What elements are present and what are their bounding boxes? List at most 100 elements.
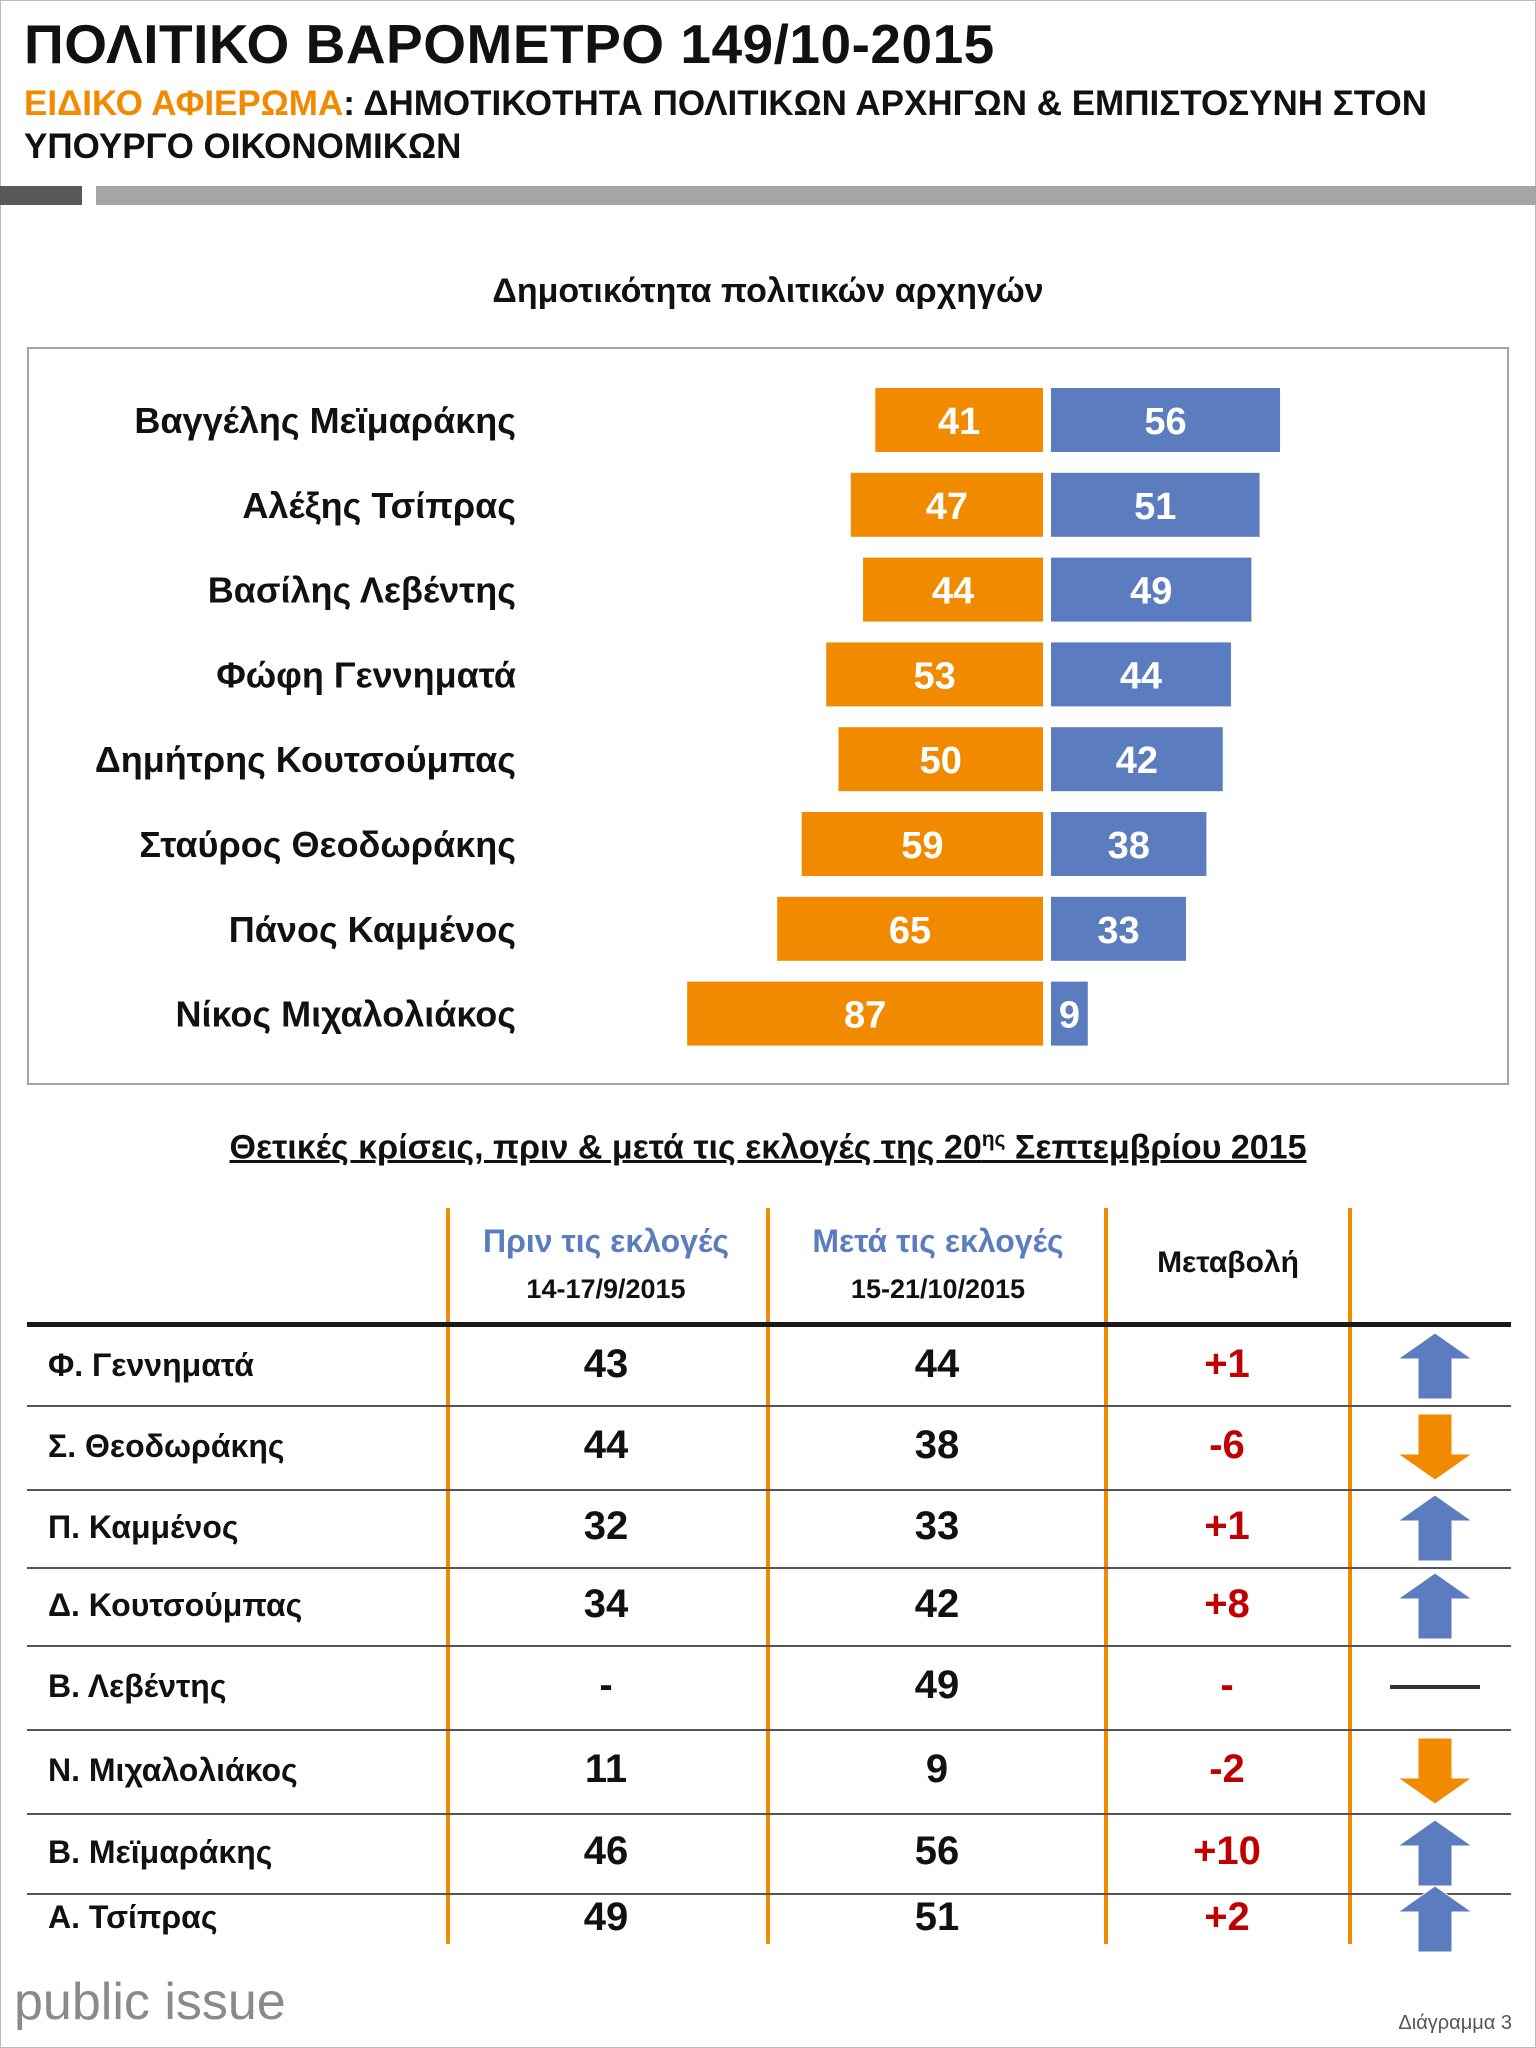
bar-positive-value: 42	[1116, 740, 1158, 782]
bar-positive	[1051, 981, 1088, 1046]
row-after: 42	[914, 1582, 960, 1626]
figure-number: Διάγραμμα 3	[1398, 2012, 1512, 2034]
row-name: Φ. Γεννηματά	[48, 1346, 254, 1383]
page-title: ΠΟΛΙΤΙΚΟ ΒΑΡΟΜΕΤΡΟ 149/10-2015	[24, 13, 995, 75]
row-before: 32	[583, 1504, 629, 1548]
category-label: Αλέξης Τσίπρας	[242, 485, 516, 526]
arrow-up-icon	[1396, 1884, 1474, 1952]
bar-positive-value: 9	[1059, 995, 1080, 1037]
row-before: 34	[583, 1582, 629, 1626]
bar-positive-value: 33	[1097, 910, 1139, 952]
bar-negative-value: 41	[938, 401, 980, 443]
page-subtitle: ΕΙΔΙΚΟ ΑΦΙΕΡΩΜΑ: ΔΗΜΟΤΙΚΟΤΗΤΑ ΠΟΛΙΤΙΚΩΝ …	[24, 82, 1514, 168]
bar-negative-value: 53	[913, 655, 955, 697]
bar-positive	[1051, 472, 1260, 537]
row-after: 44	[914, 1342, 960, 1386]
subtitle-text: : ΔΗΜΟΤΙΚΟΤΗΤΑ ΠΟΛΙΤΙΚΩΝ ΑΡΧΗΓΩΝ & ΕΜΠΙΣ…	[24, 84, 1428, 166]
row-separator	[27, 1729, 1511, 1731]
category-label: Σταύρος Θεοδωράκης	[139, 824, 516, 865]
bar-negative-value: 47	[926, 486, 968, 528]
row-change: +1	[1204, 1342, 1250, 1386]
table-title-sup: ης	[981, 1128, 1006, 1151]
bar-positive	[1051, 388, 1281, 452]
header-before-dates: 14-17/9/2015	[526, 1274, 686, 1304]
row-change: -2	[1209, 1747, 1245, 1791]
bar-negative-value: 44	[932, 571, 974, 613]
bar-positive-value: 38	[1108, 825, 1150, 867]
row-name: Β. Λεβέντης	[48, 1667, 227, 1704]
bar-positive	[1051, 896, 1186, 961]
table-title: Θετικές κρίσεις, πριν & μετά τις εκλογές…	[0, 1128, 1536, 1167]
category-label: Φώφη Γεννηματά	[216, 654, 516, 695]
row-before: 46	[583, 1829, 629, 1873]
category-label: Δημήτρης Κουτσούμπας	[95, 739, 516, 780]
bar-positive	[1051, 642, 1231, 707]
row-separator	[27, 1567, 1511, 1569]
header-after: Μετά τις εκλογές 15-21/10/2015	[788, 1221, 1088, 1309]
chart-box	[27, 347, 1509, 1085]
column-divider	[1104, 1208, 1108, 1944]
row-after: 33	[914, 1504, 960, 1548]
row-change: +1	[1204, 1504, 1250, 1548]
category-label: Βασίλης Λεβέντης	[208, 570, 516, 611]
column-divider	[1348, 1208, 1352, 1944]
row-change: +8	[1204, 1582, 1250, 1626]
arrow-up-icon	[1396, 1572, 1474, 1640]
bar-positive-value: 49	[1130, 571, 1172, 613]
header-before-label: Πριν τις εκλογές	[482, 1223, 730, 1259]
row-after: 9	[925, 1747, 949, 1791]
row-separator	[27, 1489, 1511, 1491]
public-issue-logo: public issue	[14, 1973, 286, 2031]
row-change: -	[1220, 1663, 1234, 1707]
arrow-down-icon	[1396, 1737, 1474, 1805]
bar-negative-value: 59	[901, 825, 943, 867]
bar-negative	[875, 388, 1043, 452]
popularity-bar-chart: Βαγγέλης Μεϊμαράκης 41 56 Αλέξης Τσίπρας 47 5…	[95, 388, 1281, 1046]
row-after: 51	[914, 1894, 960, 1939]
header-rule-dark	[0, 186, 82, 205]
bar-negative-value: 65	[889, 910, 931, 952]
category-label: Πάνος Καμμένος	[229, 909, 516, 950]
bar-negative	[777, 896, 1043, 961]
no-change-icon	[1390, 1685, 1480, 1689]
row-after: 49	[914, 1663, 960, 1707]
row-before: 49	[583, 1894, 629, 1939]
bar-positive	[1051, 727, 1223, 792]
row-before: 11	[584, 1747, 628, 1791]
row-after: 38	[914, 1423, 960, 1467]
row-name: Ν. Μιχαλολιάκος	[48, 1751, 298, 1788]
arrow-up-icon	[1396, 1332, 1474, 1400]
row-name: Δ. Κουτσούμπας	[48, 1586, 303, 1623]
table-title-end: Σεπτεμβρίου 2015	[1005, 1128, 1307, 1167]
category-label: Νίκος Μιχαλολιάκος	[176, 994, 516, 1035]
row-before: -	[599, 1663, 613, 1707]
bar-positive-value: 56	[1144, 401, 1186, 443]
header-before: Πριν τις εκλογές 14-17/9/2015	[466, 1221, 746, 1309]
category-label: Βαγγέλης Μεϊμαράκης	[134, 400, 516, 441]
row-separator	[27, 1405, 1511, 1407]
row-before: 43	[583, 1342, 629, 1386]
column-divider	[446, 1208, 450, 1944]
row-name: Σ. Θεοδωράκης	[48, 1427, 285, 1464]
header-change: Μεταβολή	[1157, 1246, 1299, 1279]
row-change: +2	[1204, 1894, 1250, 1939]
row-name: Π. Καμμένος	[48, 1508, 239, 1545]
table-header-rule	[27, 1322, 1511, 1327]
bar-negative	[863, 557, 1043, 622]
bar-negative-value: 87	[844, 995, 886, 1037]
bar-positive-value: 51	[1134, 486, 1176, 528]
bar-negative	[850, 472, 1043, 537]
table-title-main: Θετικές κρίσεις, πριν & μετά τις εκλογές…	[229, 1128, 982, 1167]
chart-title: Δημοτικότητα πολιτικών αρχηγών	[492, 272, 1044, 310]
bar-negative-value: 50	[920, 740, 962, 782]
arrow-down-icon	[1396, 1413, 1474, 1481]
bar-positive	[1051, 557, 1252, 622]
bar-negative	[687, 981, 1043, 1046]
row-separator	[27, 1893, 1511, 1895]
bar-negative	[801, 812, 1043, 876]
row-name: Β. Μεϊμαράκης	[48, 1833, 273, 1870]
row-separator	[27, 1645, 1511, 1647]
bar-positive	[1051, 812, 1207, 876]
bar-negative	[838, 727, 1043, 792]
row-before: 44	[583, 1423, 629, 1467]
